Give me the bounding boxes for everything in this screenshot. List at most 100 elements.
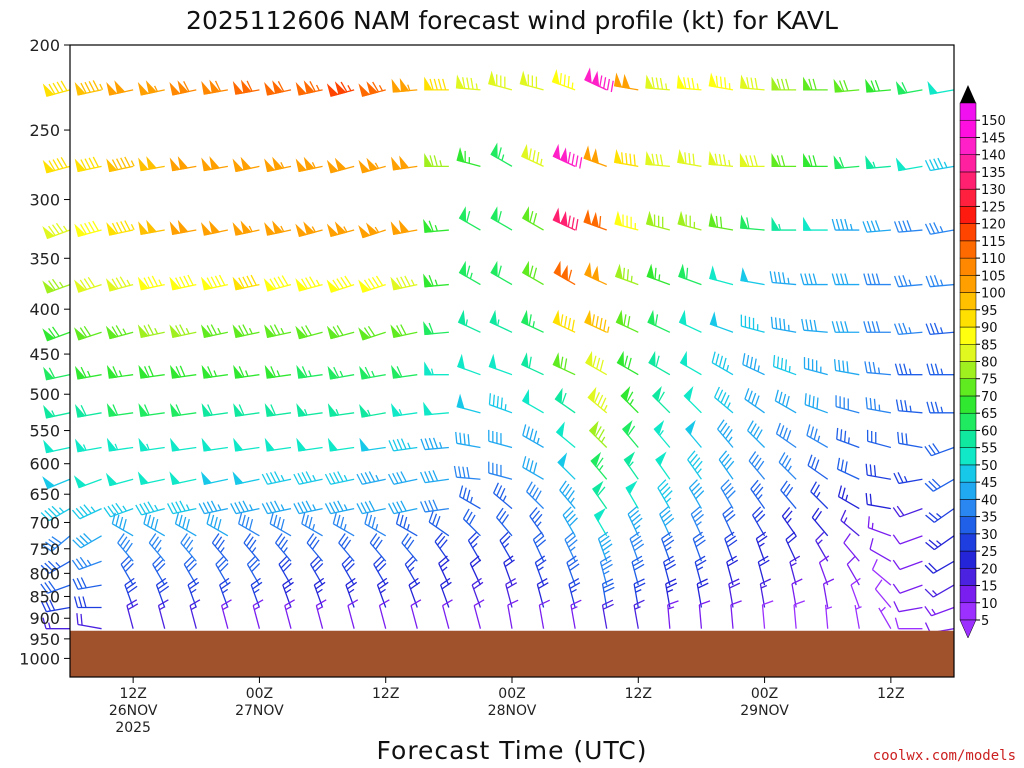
- barb-full: [633, 563, 645, 571]
- barb-full: [75, 507, 85, 518]
- wind-barb: [488, 461, 513, 480]
- colorbar-label: 15: [981, 580, 998, 595]
- barb-full: [564, 358, 568, 370]
- wind-barb: [720, 479, 736, 509]
- wind-barb: [893, 220, 923, 233]
- barb-full: [248, 539, 257, 550]
- barb-full: [360, 502, 367, 514]
- barb-full: [52, 224, 60, 235]
- barb-full: [621, 152, 624, 164]
- barb-half: [472, 542, 478, 549]
- barb-full: [171, 502, 178, 514]
- barb-full: [631, 535, 642, 544]
- barb-full: [396, 472, 403, 483]
- barb-full: [893, 275, 900, 287]
- barb-pennant: [423, 218, 433, 233]
- wind-barb: [679, 350, 702, 376]
- barb-half: [855, 606, 862, 610]
- barb-half: [154, 504, 159, 511]
- barb-full: [148, 365, 154, 377]
- barb-pennant: [240, 156, 252, 171]
- barb-full: [924, 588, 934, 598]
- barb-full: [602, 543, 613, 552]
- barb-full: [312, 539, 320, 550]
- barb-full: [125, 581, 137, 590]
- wind-barb: [818, 555, 830, 586]
- barb-full: [265, 502, 273, 514]
- barb-full: [597, 486, 606, 497]
- barb-pennant: [74, 365, 86, 380]
- barb-pennant: [645, 210, 655, 227]
- wind-barb: [326, 81, 355, 97]
- barb-full: [871, 321, 876, 333]
- barb-full: [368, 471, 376, 482]
- barb-full: [905, 433, 908, 445]
- barb-full: [492, 394, 495, 407]
- wind-barb: [359, 403, 386, 418]
- wind-barb: [388, 471, 418, 485]
- barb-pennant: [648, 350, 656, 368]
- barb-full: [664, 539, 675, 548]
- barb-full: [210, 324, 218, 335]
- wind-barb: [183, 555, 197, 586]
- barb-half: [122, 505, 127, 512]
- x-tick-label: 00Z: [498, 686, 525, 702]
- barb-full: [238, 366, 245, 378]
- barb-full: [496, 507, 504, 518]
- barb-full: [836, 457, 841, 470]
- barb-full: [88, 80, 95, 92]
- barb-full: [497, 265, 502, 277]
- wind-barb: [489, 309, 513, 333]
- barb-full: [925, 541, 935, 551]
- wind-barb: [200, 324, 228, 339]
- wind-barb: [74, 80, 104, 96]
- barb-full: [928, 539, 939, 548]
- barb-full: [151, 536, 160, 547]
- barb-full: [627, 425, 636, 436]
- barb-full: [44, 562, 54, 572]
- wind-barb: [459, 485, 481, 510]
- barb-full: [631, 513, 641, 523]
- colorbar-label: 85: [981, 338, 998, 353]
- barb-full: [813, 428, 818, 440]
- barb-full: [252, 581, 263, 590]
- wind-barb: [126, 599, 139, 629]
- barb-full: [309, 536, 317, 547]
- barb-full: [151, 275, 159, 287]
- barb-full: [269, 501, 277, 513]
- wind-barb: [924, 157, 955, 172]
- barb-full: [800, 273, 805, 285]
- barb-full: [789, 555, 801, 563]
- wind-barb: [692, 531, 706, 562]
- barb-pennant: [296, 437, 307, 452]
- barb-pennant: [520, 309, 529, 327]
- barb-full: [869, 538, 874, 550]
- colorbar-label: 25: [981, 545, 998, 560]
- wind-barb: [169, 324, 197, 339]
- barb-full: [840, 429, 843, 441]
- barb-pennant: [43, 366, 55, 381]
- barb-full: [468, 514, 476, 526]
- barb-full: [776, 78, 781, 91]
- barb-full: [528, 356, 532, 369]
- barb-full: [392, 502, 399, 514]
- barb-full: [273, 514, 278, 527]
- barb-full: [293, 473, 300, 485]
- barb-half: [939, 226, 944, 233]
- barb-pennant: [423, 401, 433, 416]
- barb-pennant: [679, 350, 688, 368]
- barb-full: [238, 512, 243, 525]
- barb-full: [808, 78, 813, 91]
- barb-full: [603, 586, 615, 593]
- barb-full: [314, 563, 324, 573]
- barb-full: [473, 599, 485, 607]
- barb-full: [360, 472, 367, 484]
- barb-full: [87, 276, 96, 288]
- barb-full: [601, 539, 612, 548]
- wind-barb: [894, 617, 923, 630]
- barb-full: [532, 267, 538, 279]
- wind-barb: [137, 80, 165, 96]
- barb-half: [932, 590, 938, 596]
- barb-full: [537, 578, 548, 585]
- wind-barb: [678, 309, 702, 333]
